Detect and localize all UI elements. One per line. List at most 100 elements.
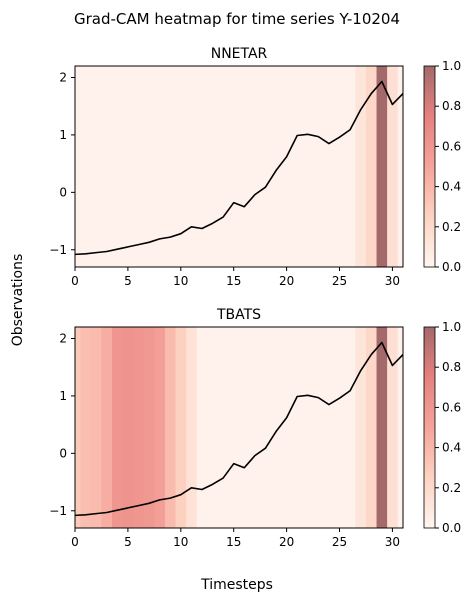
x-tick-label: 5: [124, 274, 132, 288]
heatmap-cell: [313, 66, 325, 267]
colorbar-tick-label: 1.0: [442, 320, 461, 334]
heatmap-cell: [217, 327, 229, 528]
heatmap-cell: [355, 327, 367, 528]
heatmap-cell: [133, 66, 145, 267]
heatmap-cell: [122, 66, 134, 267]
heatmap-cell: [334, 327, 346, 528]
heatmap-cell: [228, 66, 240, 267]
colorbar-tick-label: 0.6: [442, 139, 461, 153]
heatmap-cell: [239, 66, 251, 267]
heatmap-cell: [281, 66, 293, 267]
y-tick-label: 2: [59, 331, 67, 345]
heatmap-cell: [75, 327, 81, 528]
y-axis-label: Observations: [10, 254, 26, 347]
heatmap-cell: [207, 327, 219, 528]
figure-title: Grad-CAM heatmap for time series Y-10204: [74, 10, 400, 28]
x-tick-label: 15: [226, 535, 241, 549]
heatmap-cell: [397, 66, 403, 267]
heatmap-cell: [175, 66, 187, 267]
heatmap-cell: [344, 66, 356, 267]
colorbar-tick-label: 0.4: [442, 441, 461, 455]
panel-title: NNETAR: [211, 46, 268, 62]
heatmap-cell: [90, 327, 102, 528]
heatmap-cell: [260, 66, 272, 267]
panel-nnetar: NNETAR 0 5 10 15 20 25 30 −1 0 1 2 0.0 0.2 0.4 0.6 0.8 1.…: [49, 46, 461, 288]
colorbar-tick-label: 0.0: [442, 521, 461, 535]
colorbar-tick-label: 0.2: [442, 220, 461, 234]
heatmap-cell: [164, 327, 177, 528]
heatmap-cell: [228, 327, 240, 528]
plot-frame: [74, 65, 404, 268]
heatmap-cell: [75, 66, 81, 267]
panel-tbats: TBATS 0 5 10 15 20 25 30 −1 0 1 2 0.0 0.2 0.4 0.6 0.8 1.0: [49, 307, 461, 549]
heatmap-cell: [344, 327, 356, 528]
y-tick-label: 0: [59, 446, 67, 460]
heatmap-cell: [207, 66, 219, 267]
heatmap-cell: [365, 327, 378, 528]
heatmap-cell: [323, 327, 335, 528]
heatmap-cell: [143, 66, 155, 267]
heatmap-cell: [387, 327, 399, 528]
heatmap-cell: [291, 66, 303, 267]
heatmap-cell: [80, 327, 92, 528]
heatmap-cell: [249, 66, 261, 267]
plot-frame: [74, 326, 404, 529]
x-tick-label: 5: [124, 535, 132, 549]
x-tick-label: 0: [71, 274, 79, 288]
x-axis-label: Timesteps: [200, 577, 273, 593]
heatmap-cell: [397, 327, 403, 528]
x-tick-label: 15: [226, 274, 241, 288]
x-tick-label: 30: [385, 535, 400, 549]
x-tick-label: 20: [279, 274, 294, 288]
heatmap: [75, 327, 403, 528]
colorbar-tick-label: 1.0: [442, 59, 461, 73]
heatmap: [75, 66, 403, 267]
heatmap-cell: [80, 66, 92, 267]
heatmap-cell: [101, 66, 113, 267]
heatmap-cell: [323, 66, 335, 267]
heatmap-cell: [281, 327, 293, 528]
y-tick-label: 1: [59, 389, 67, 403]
colorbar: [423, 65, 436, 268]
heatmap-cell: [196, 327, 208, 528]
heatmap-cell: [387, 66, 399, 267]
x-tick-label: 20: [279, 535, 294, 549]
y-tick-label: −1: [49, 504, 67, 518]
heatmap-cell: [365, 66, 378, 267]
colorbar-tick-label: 0.8: [442, 360, 461, 374]
heatmap-cell: [133, 327, 145, 528]
heatmap-cell: [112, 66, 124, 267]
heatmap-cell: [196, 66, 208, 267]
x-tick-label: 30: [385, 274, 400, 288]
y-tick-label: 0: [59, 185, 67, 199]
heatmap-cell: [217, 66, 229, 267]
x-tick-label: 10: [173, 274, 188, 288]
heatmap-cell: [154, 327, 166, 528]
heatmap-cell: [249, 327, 261, 528]
series-line: [75, 80, 403, 256]
heatmap-cell: [186, 66, 198, 267]
colorbar-tick-label: 0.2: [442, 481, 461, 495]
y-tick-label: 2: [59, 70, 67, 84]
heatmap-cell: [376, 327, 388, 528]
heatmap-cell: [175, 327, 187, 528]
colorbar-tick-label: 0.4: [442, 180, 461, 194]
heatmap-cell: [112, 327, 124, 528]
colorbar-tick-label: 0.8: [442, 99, 461, 113]
colorbar-tick-label: 0.6: [442, 400, 461, 414]
heatmap-cell: [90, 66, 102, 267]
heatmap-cell: [164, 66, 177, 267]
heatmap-cell: [101, 327, 113, 528]
colorbar: [423, 326, 436, 529]
heatmap-cell: [313, 327, 325, 528]
colorbar-tick-label: 0.0: [442, 260, 461, 274]
panel-title: TBATS: [216, 307, 261, 323]
x-tick-label: 0: [71, 535, 79, 549]
heatmap-cell: [122, 327, 134, 528]
heatmap-cell: [270, 66, 282, 267]
heatmap-cell: [355, 66, 367, 267]
heatmap-cell: [302, 327, 314, 528]
x-tick-label: 25: [332, 535, 347, 549]
heatmap-cell: [302, 66, 314, 267]
